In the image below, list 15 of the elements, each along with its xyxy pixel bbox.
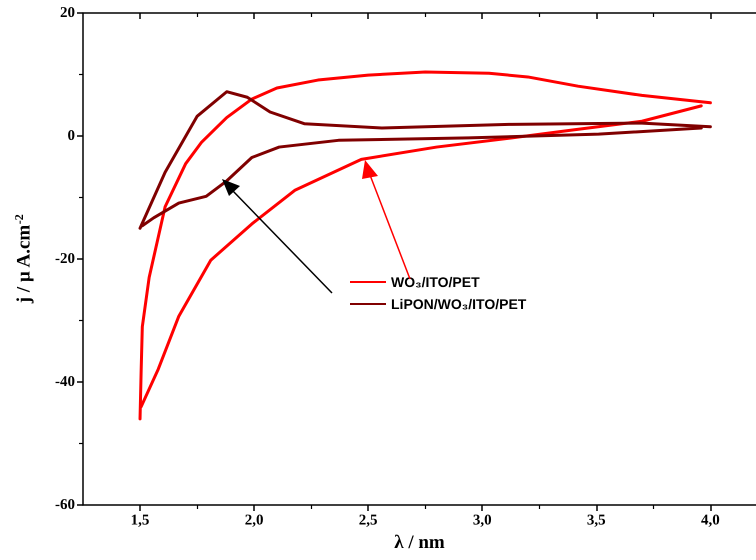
y-tick-label: -20 [55, 251, 75, 267]
legend-label: LiPON/WO₃/ITO/PET [391, 296, 527, 312]
y-tick-label: -40 [55, 374, 75, 390]
x-tick-label: 4,0 [701, 512, 720, 528]
y-tick-label: 0 [68, 128, 75, 144]
legend-label: WO₃/ITO/PET [391, 274, 480, 290]
y-tick-label: -60 [55, 497, 75, 513]
y-axis-title: j / µ A.cm-2 [12, 214, 34, 304]
x-tick-label: 2,5 [358, 512, 378, 528]
x-tick-label: 2,0 [244, 512, 264, 528]
x-tick-label: 1,5 [130, 512, 150, 528]
y-tick-label: 20 [60, 5, 75, 21]
x-tick-label: 3,0 [472, 512, 492, 528]
x-tick-label: 3,5 [586, 512, 606, 528]
x-axis-title: λ / nm [394, 532, 445, 553]
